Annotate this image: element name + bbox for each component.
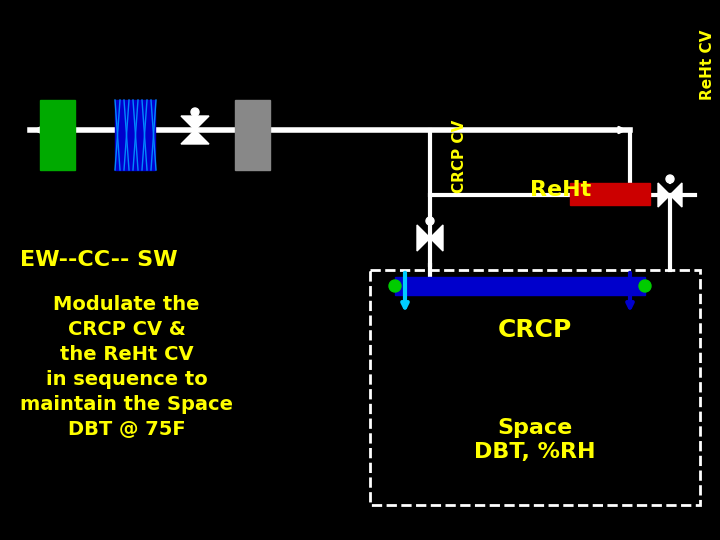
Polygon shape — [658, 183, 670, 207]
Text: EW--CC-- SW: EW--CC-- SW — [20, 250, 178, 270]
Text: Space
DBT, %RH: Space DBT, %RH — [474, 418, 595, 462]
Polygon shape — [417, 225, 430, 251]
Polygon shape — [181, 116, 209, 130]
Bar — [115, 100, 155, 170]
Bar — [395, 277, 645, 295]
Circle shape — [426, 217, 434, 225]
Circle shape — [191, 108, 199, 116]
Polygon shape — [181, 130, 209, 144]
Circle shape — [389, 280, 401, 292]
Circle shape — [666, 175, 674, 183]
Polygon shape — [430, 225, 443, 251]
Circle shape — [639, 280, 651, 292]
Text: ReHt: ReHt — [530, 180, 591, 200]
Text: Modulate the
CRCP CV &
the ReHt CV
in sequence to
maintain the Space
DBT @ 75F: Modulate the CRCP CV & the ReHt CV in se… — [20, 295, 233, 439]
Text: ReHt CV: ReHt CV — [700, 30, 715, 100]
Text: CRCP: CRCP — [498, 318, 572, 342]
Text: CRCP CV: CRCP CV — [452, 120, 467, 193]
Bar — [570, 183, 650, 205]
Bar — [370, 270, 700, 505]
Bar — [235, 100, 270, 170]
Bar — [40, 100, 75, 170]
Polygon shape — [670, 183, 682, 207]
